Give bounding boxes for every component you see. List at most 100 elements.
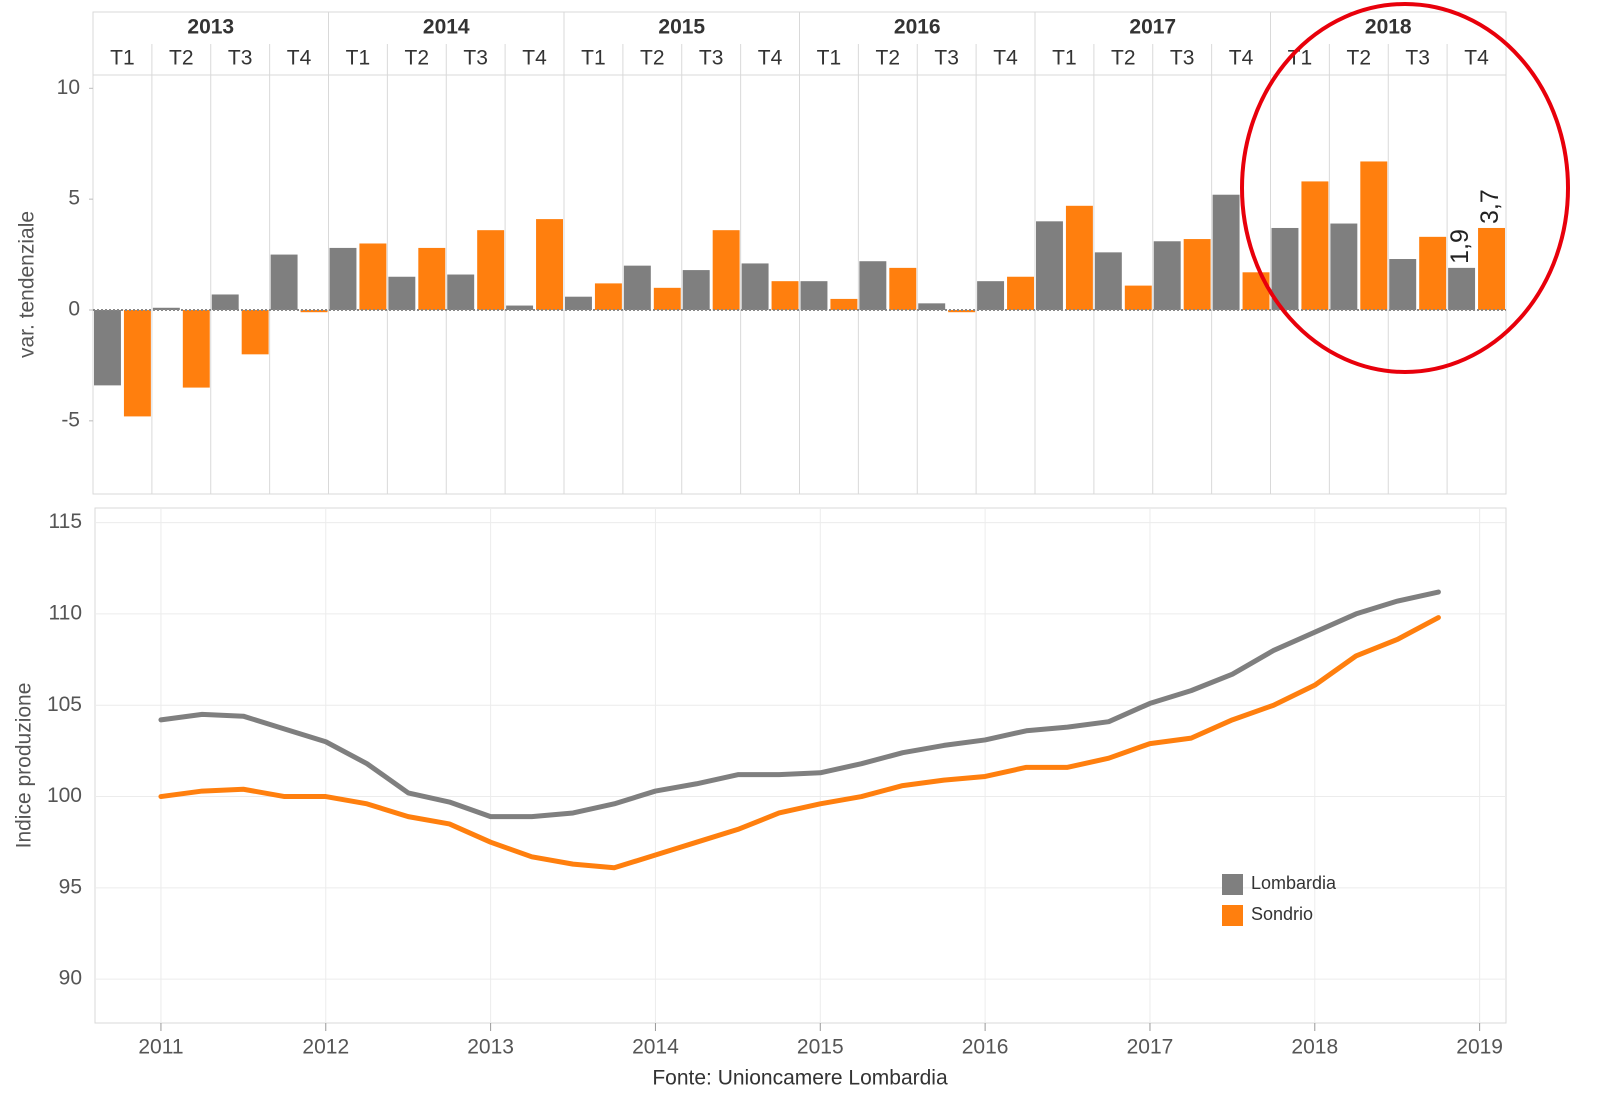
bar — [830, 298, 858, 310]
y-tick-label: 90 — [59, 967, 82, 990]
bar — [506, 305, 534, 310]
quarter-label: T2 — [1111, 47, 1136, 70]
quarter-label: T1 — [581, 47, 606, 70]
bar — [536, 219, 563, 310]
bar — [1007, 276, 1034, 310]
legend-swatch — [1222, 874, 1243, 895]
y-tick-label: 5 — [68, 187, 80, 210]
legend-label: Lombardia — [1251, 873, 1337, 893]
bar — [1242, 272, 1270, 310]
line-series — [158, 615, 1441, 871]
quarter-label: T4 — [993, 47, 1018, 70]
legend-swatch — [1222, 905, 1243, 926]
y-tick-label: 115 — [49, 510, 82, 533]
x-tick-label: 2012 — [302, 1036, 349, 1059]
bar — [359, 243, 387, 310]
source-note: Fonte: Unioncamere Lombardia — [652, 1067, 948, 1090]
x-tick-label: 2016 — [962, 1036, 1009, 1059]
bar — [565, 296, 592, 310]
x-tick-label: 2015 — [797, 1036, 844, 1059]
year-label: 2017 — [1129, 16, 1176, 39]
quarter-label: T1 — [110, 47, 135, 70]
x-tick-label: 2011 — [138, 1036, 183, 1059]
bar — [653, 287, 681, 310]
quarter-label: T2 — [1347, 47, 1372, 70]
bar — [388, 276, 416, 310]
bar — [270, 254, 298, 310]
bar — [418, 247, 446, 310]
y-tick-label: 95 — [59, 875, 82, 898]
quarter-label: T4 — [522, 47, 547, 70]
quarter-label: T4 — [287, 47, 312, 70]
bar — [329, 247, 357, 310]
bar — [1360, 161, 1388, 310]
quarter-label: T4 — [758, 47, 783, 70]
bar — [918, 303, 946, 310]
y-tick-label: 110 — [49, 601, 82, 624]
y-tick-label: 105 — [47, 693, 82, 716]
bar — [594, 283, 622, 310]
y-tick-label: -5 — [61, 408, 80, 431]
quarter-label: T3 — [934, 47, 959, 70]
quarter-label: T3 — [1170, 47, 1195, 70]
bar — [1330, 223, 1358, 310]
year-label: 2016 — [894, 16, 941, 39]
bar — [977, 281, 1005, 310]
bar — [182, 309, 210, 388]
year-label: 2013 — [187, 16, 234, 39]
bar — [712, 230, 740, 310]
bar — [94, 309, 121, 386]
quarter-label: T4 — [1229, 47, 1254, 70]
bar — [1389, 259, 1417, 310]
bar — [211, 294, 239, 310]
bar — [800, 281, 828, 310]
y-tick-label: 0 — [68, 298, 80, 321]
quarter-label: T3 — [699, 47, 724, 70]
year-label: 2015 — [658, 16, 705, 39]
value-label: 3,7 — [1476, 189, 1504, 224]
bar — [1271, 227, 1299, 310]
bar — [1065, 205, 1093, 310]
year-label: 2018 — [1365, 16, 1412, 39]
bar — [948, 309, 976, 313]
bar — [241, 309, 269, 355]
bar — [1094, 252, 1122, 310]
bar — [123, 309, 151, 417]
x-tick-label: 2019 — [1456, 1036, 1503, 1059]
bar — [771, 281, 799, 310]
quarter-label: T3 — [463, 47, 488, 70]
year-label: 2014 — [423, 16, 470, 39]
plot-frame — [94, 507, 1507, 1024]
y-tick-label: 10 — [57, 76, 80, 99]
x-tick-label: 2018 — [1291, 1036, 1338, 1059]
bar — [1419, 236, 1447, 310]
quarter-label: T3 — [1405, 47, 1430, 70]
bar — [152, 307, 180, 310]
quarter-label: T1 — [346, 47, 371, 70]
line-series — [158, 589, 1441, 820]
bar — [623, 265, 651, 310]
bar — [477, 230, 505, 310]
bar — [741, 263, 769, 310]
bar — [300, 309, 328, 313]
y-tick-label: 100 — [47, 784, 82, 807]
bar — [1212, 194, 1240, 310]
bar — [1183, 239, 1211, 310]
quarter-label: T2 — [169, 47, 194, 70]
bar — [447, 274, 475, 310]
bar — [1036, 221, 1063, 310]
bar — [859, 261, 887, 310]
bar — [1478, 227, 1505, 310]
quarter-label: T1 — [817, 47, 842, 70]
bar — [1301, 181, 1329, 310]
x-tick-label: 2014 — [632, 1036, 679, 1059]
legend-label: Sondrio — [1251, 904, 1313, 924]
bar — [1153, 241, 1181, 310]
quarter-label: T2 — [876, 47, 901, 70]
y-axis-label: var. tendenziale — [16, 211, 39, 358]
quarter-label: T3 — [228, 47, 253, 70]
x-tick-label: 2017 — [1127, 1036, 1174, 1059]
quarter-label: T1 — [1052, 47, 1077, 70]
y-axis-label: Indice produzione — [13, 683, 36, 849]
